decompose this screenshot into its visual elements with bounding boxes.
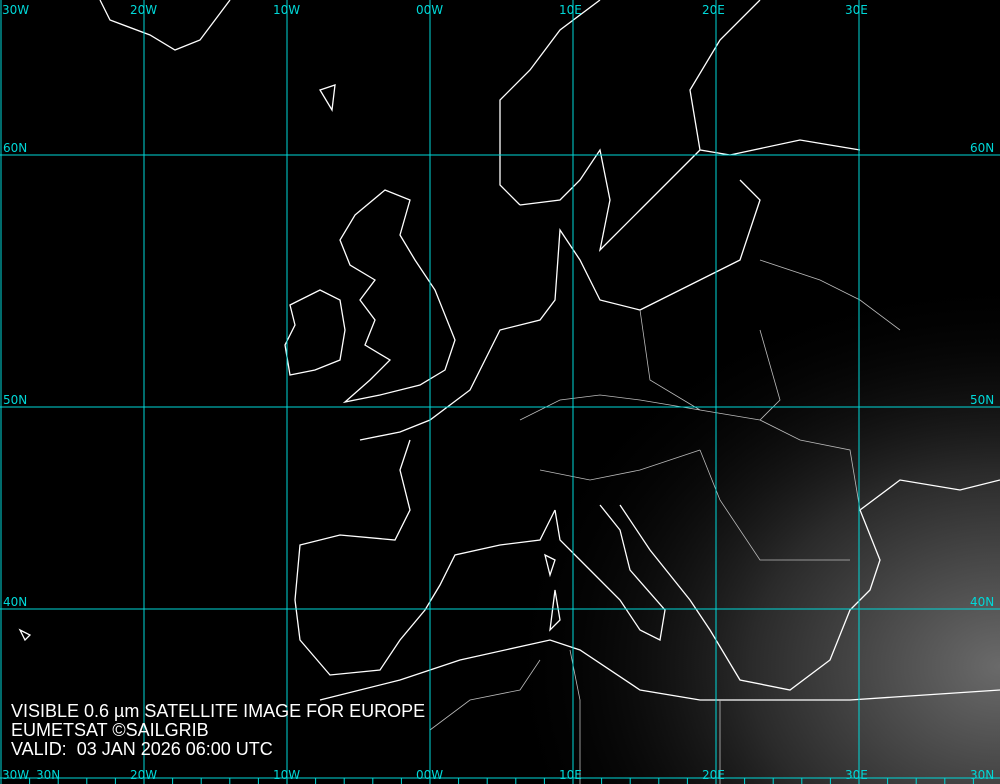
ireland-coast	[284, 289, 346, 376]
lon-label-bottom: 30E	[845, 768, 868, 782]
lon-label-top: 00W	[416, 3, 444, 17]
scandinavia-coast	[499, 0, 861, 252]
lon-label-top: 10W	[273, 3, 301, 17]
lat-label-right: 60N	[970, 141, 995, 155]
lat-label-left: 30N	[36, 768, 61, 782]
france-iberia-coast	[294, 439, 556, 676]
lon-label-top: 30E	[845, 3, 868, 17]
lat-label-left: 40N	[3, 595, 28, 609]
caption-credit: EUMETSAT ©SAILGRIB	[11, 720, 209, 740]
lon-label-top: 10E	[559, 3, 582, 17]
lon-label-top: 20E	[702, 3, 725, 17]
country-borders	[429, 259, 901, 784]
balkans-coast	[619, 479, 1000, 691]
islands	[18, 84, 561, 642]
continental-coast	[359, 179, 761, 441]
lon-label-bottom: 20E	[702, 768, 725, 782]
lon-label-bottom: 10W	[273, 768, 301, 782]
lat-label-left: 60N	[3, 141, 28, 155]
italy-coast	[554, 504, 666, 641]
lon-label-top: 30W	[2, 3, 30, 17]
europe-borders	[519, 259, 901, 561]
lon-label-bottom: 30W	[2, 768, 30, 782]
caption-title: VISIBLE 0.6 µm SATELLITE IMAGE FOR EUROP…	[11, 701, 426, 721]
lat-label-right: 30N	[970, 768, 995, 782]
image-caption: VISIBLE 0.6 µm SATELLITE IMAGE FOR EUROP…	[11, 702, 425, 759]
lat-label-right: 50N	[970, 393, 995, 407]
lon-label-bottom: 10E	[559, 768, 582, 782]
lat-label-left: 50N	[3, 393, 28, 407]
great-britain-coast	[339, 189, 456, 404]
lon-label-bottom: 20W	[130, 768, 158, 782]
lon-label-top: 20W	[130, 3, 158, 17]
caption-valid-time: VALID: 03 JAN 2026 06:00 UTC	[11, 739, 273, 759]
lat-label-right: 40N	[970, 595, 995, 609]
lon-label-bottom: 00W	[416, 768, 444, 782]
iceland-coast	[99, 0, 231, 51]
